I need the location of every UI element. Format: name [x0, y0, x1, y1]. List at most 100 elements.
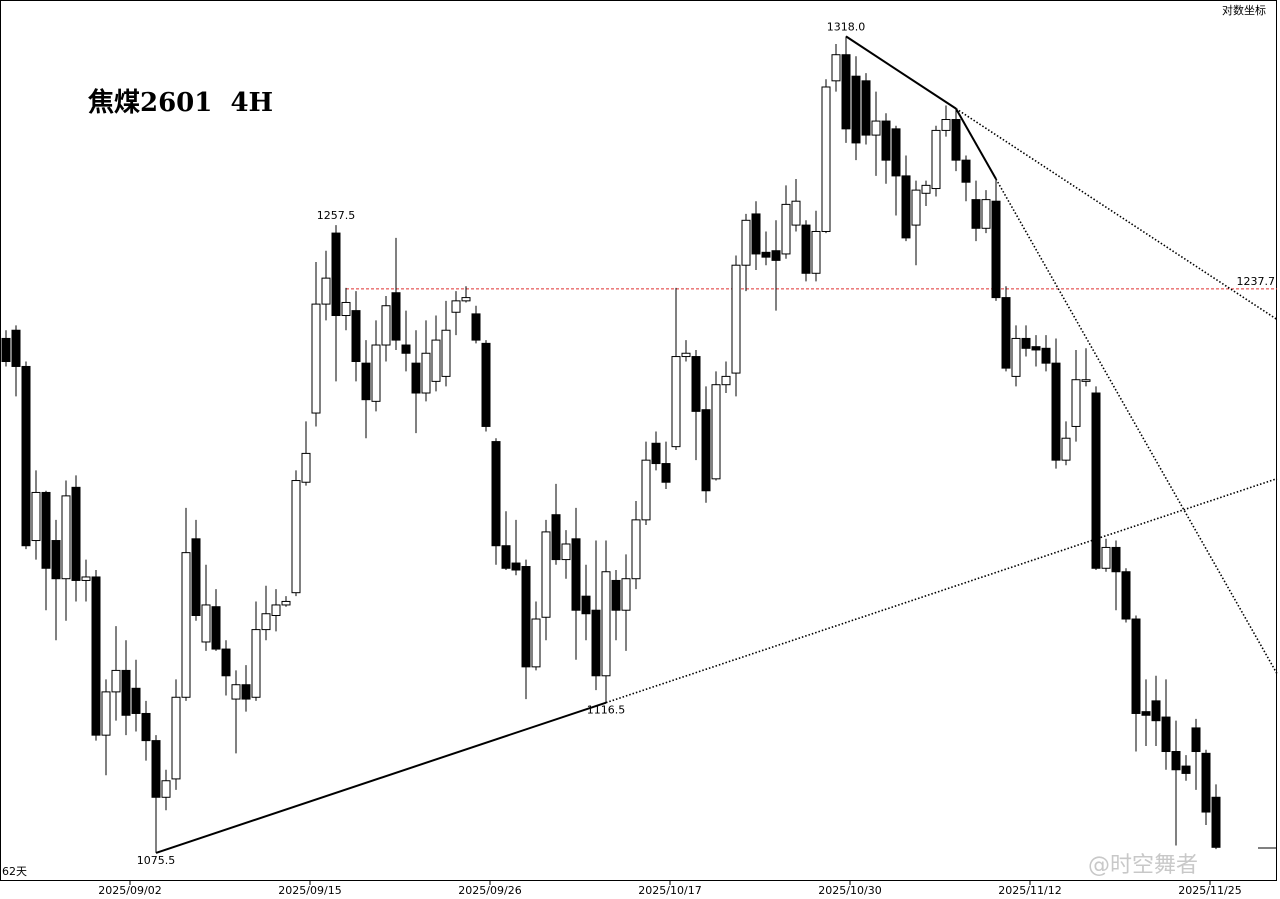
candle-body	[561, 543, 571, 561]
trend-line	[845, 35, 957, 110]
candle-body	[121, 669, 131, 716]
trend-line	[155, 701, 607, 854]
candle-body	[771, 250, 781, 261]
chart-title: 焦煤2601 4H	[88, 87, 273, 118]
candle-body	[541, 531, 551, 618]
candle-body	[1091, 392, 1101, 569]
candle-body	[1161, 716, 1171, 753]
candle-body	[791, 200, 801, 226]
candle-body	[941, 119, 951, 131]
candle-body	[331, 232, 341, 317]
candle-body	[501, 545, 511, 569]
candle-body	[721, 375, 731, 386]
candle-body	[41, 491, 51, 569]
candle-body	[491, 441, 501, 547]
candle-body	[981, 199, 991, 229]
candle-body	[551, 514, 561, 561]
candle-body	[1171, 751, 1181, 771]
candle-body	[741, 219, 751, 266]
candle-body	[451, 300, 461, 313]
candle-body	[581, 595, 591, 615]
candle-body	[351, 310, 361, 363]
candle-body	[841, 54, 851, 130]
candle-body	[141, 712, 151, 742]
x-tick-label: 2025/11/12	[998, 884, 1061, 897]
candle-body	[651, 442, 661, 465]
candle-body	[251, 629, 261, 698]
candle-body	[1211, 796, 1221, 848]
candle-body	[621, 578, 631, 611]
candle-body	[311, 303, 321, 414]
candle-body	[111, 669, 121, 693]
candle-body	[1181, 765, 1191, 774]
candle-body	[1, 337, 11, 363]
candle-body	[161, 780, 171, 798]
candle-body	[391, 292, 401, 341]
candle-body	[441, 329, 451, 377]
candle-body	[1201, 752, 1211, 813]
candle-body	[201, 604, 211, 643]
candle-body	[961, 159, 971, 183]
candle-body	[1081, 379, 1091, 382]
candle-body	[861, 80, 871, 136]
x-tick-label: 2025/09/26	[458, 884, 521, 897]
candle-body	[421, 352, 431, 394]
candle-body	[11, 329, 21, 367]
candle-body	[971, 199, 981, 229]
candle-body	[931, 129, 941, 190]
candle-body	[1111, 546, 1121, 573]
watermark: @时空舞者	[1088, 853, 1198, 878]
x-tick-label: 2025/09/15	[278, 884, 341, 897]
candle-body	[781, 203, 791, 255]
x-tick-label: 2025/11/25	[1178, 884, 1241, 897]
trend-line	[955, 108, 997, 180]
candle-body	[371, 344, 381, 402]
candle-body	[1121, 571, 1131, 620]
candle-body	[761, 251, 771, 258]
candle-body	[321, 277, 331, 305]
candle-body	[411, 362, 421, 394]
candle-body	[1021, 337, 1031, 349]
candle-body	[1011, 337, 1021, 377]
candle-body	[431, 339, 441, 382]
candle-body	[511, 562, 521, 571]
candle-body	[151, 740, 161, 798]
candle-body	[1151, 700, 1161, 722]
candle-body	[471, 313, 481, 341]
trend-extension	[995, 178, 1278, 675]
candle-body	[521, 566, 531, 668]
candle-body	[671, 356, 681, 448]
candle-body	[871, 120, 881, 136]
candle-body	[1191, 727, 1201, 753]
candle-body	[271, 604, 281, 616]
candle-body	[481, 342, 491, 427]
candle-body	[361, 362, 371, 401]
candle-body	[1041, 347, 1051, 364]
candle-body	[291, 480, 301, 594]
candle-body	[401, 344, 411, 354]
candle-body	[601, 571, 611, 677]
candle-body	[691, 356, 701, 412]
candle-body	[1061, 437, 1071, 461]
candle-body	[681, 352, 691, 358]
candle-body	[211, 606, 221, 650]
candle-body	[571, 538, 581, 611]
candle-body	[1071, 379, 1081, 427]
candle-body	[631, 519, 641, 580]
candle-body	[1001, 297, 1011, 369]
candle-body	[811, 230, 821, 274]
extreme-label: 1075.5	[137, 854, 176, 867]
candle-body	[991, 200, 1001, 299]
extreme-label: 1116.5	[587, 704, 626, 717]
trend-extension	[605, 477, 1278, 704]
candle-body	[831, 54, 841, 82]
extreme-label: 1318.0	[827, 20, 866, 33]
candle-body	[461, 297, 471, 302]
candle-body	[71, 486, 81, 581]
candle-body	[241, 684, 251, 700]
candle-body	[891, 128, 901, 177]
candle-body	[131, 687, 141, 714]
candle-body	[61, 495, 71, 580]
candle-body	[1031, 346, 1041, 351]
